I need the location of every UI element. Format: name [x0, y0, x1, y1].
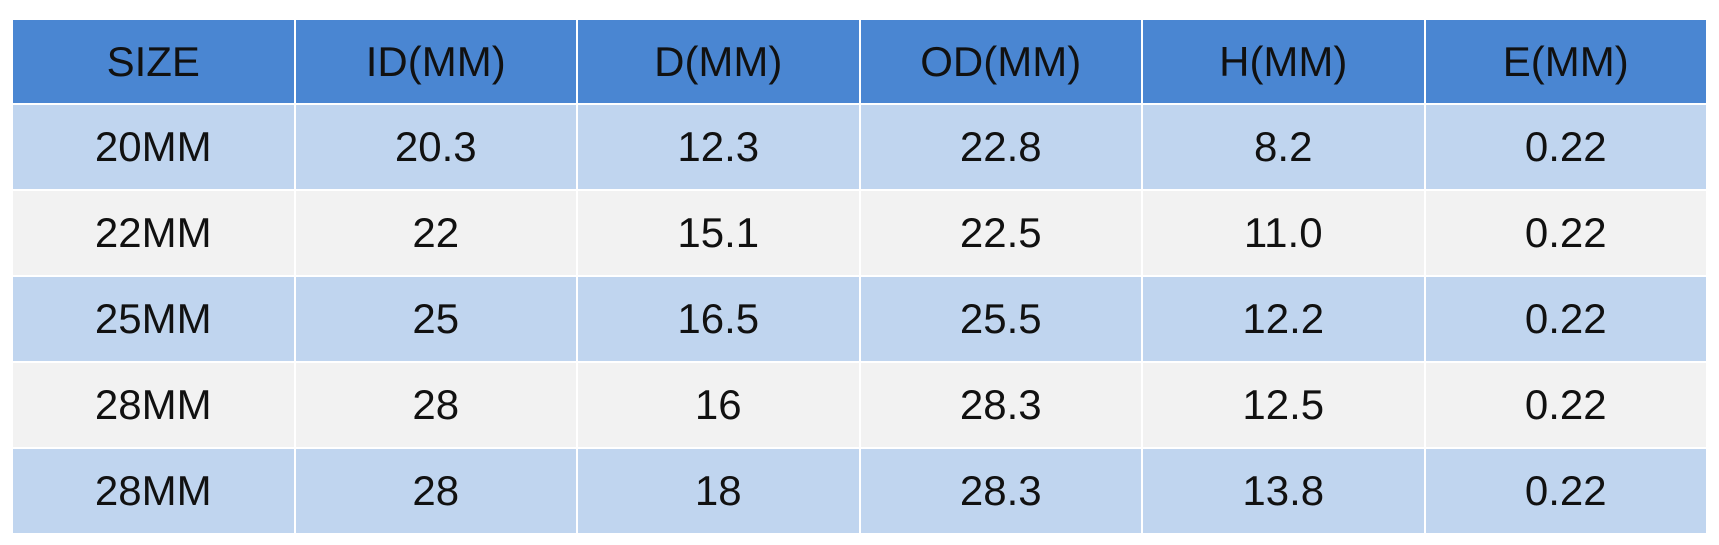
- spec-table: SIZE ID(MM) D(MM) OD(MM) H(MM) E(MM) 20MM 20.3…: [11, 18, 1708, 535]
- table-cell: 11.0: [1141, 189, 1426, 277]
- table-cell: 28MM: [11, 361, 296, 449]
- header-cell: ID(MM): [293, 18, 578, 105]
- table-cell: 28.3: [858, 361, 1143, 449]
- table-cell: 22MM: [11, 189, 296, 277]
- table-cell: 28MM: [11, 447, 296, 535]
- table-cell: 0.22: [1423, 275, 1708, 363]
- table-header: SIZE ID(MM) D(MM) OD(MM) H(MM) E(MM): [11, 18, 1708, 105]
- table-cell: 16: [576, 361, 861, 449]
- table-cell: 12.3: [576, 103, 861, 191]
- table-row: 25MM 25 16.5 25.5 12.2 0.22: [11, 275, 1708, 363]
- table-cell: 28.3: [858, 447, 1143, 535]
- table-cell: 16.5: [576, 275, 861, 363]
- table-cell: 12.2: [1141, 275, 1426, 363]
- table-cell: 25MM: [11, 275, 296, 363]
- table-cell: 0.22: [1423, 189, 1708, 277]
- table-cell: 0.22: [1423, 361, 1708, 449]
- table-row: 22MM 22 15.1 22.5 11.0 0.22: [11, 189, 1708, 277]
- table-cell: 13.8: [1141, 447, 1426, 535]
- table-cell: 25.5: [858, 275, 1143, 363]
- table-body: 20MM 20.3 12.3 22.8 8.2 0.22 22MM 22 15.1 22.5 11.…: [11, 103, 1708, 535]
- table-cell: 25: [293, 275, 578, 363]
- table-cell: 18: [576, 447, 861, 535]
- header-cell: E(MM): [1423, 18, 1708, 105]
- table-cell: 12.5: [1141, 361, 1426, 449]
- table-cell: 8.2: [1141, 103, 1426, 191]
- table-cell: 15.1: [576, 189, 861, 277]
- table-row: 28MM 28 18 28.3 13.8 0.22: [11, 447, 1708, 535]
- table-cell: 22.8: [858, 103, 1143, 191]
- table-cell: 0.22: [1423, 103, 1708, 191]
- header-cell: D(MM): [576, 18, 861, 105]
- table-cell: 28: [293, 447, 578, 535]
- header-row: SIZE ID(MM) D(MM) OD(MM) H(MM) E(MM): [11, 18, 1708, 105]
- table-cell: 22.5: [858, 189, 1143, 277]
- header-cell: H(MM): [1141, 18, 1426, 105]
- table-cell: 0.22: [1423, 447, 1708, 535]
- table-cell: 20MM: [11, 103, 296, 191]
- header-cell: SIZE: [11, 18, 296, 105]
- header-cell: OD(MM): [858, 18, 1143, 105]
- table-cell: 28: [293, 361, 578, 449]
- table-row: 20MM 20.3 12.3 22.8 8.2 0.22: [11, 103, 1708, 191]
- table-cell: 22: [293, 189, 578, 277]
- table-row: 28MM 28 16 28.3 12.5 0.22: [11, 361, 1708, 449]
- table-cell: 20.3: [293, 103, 578, 191]
